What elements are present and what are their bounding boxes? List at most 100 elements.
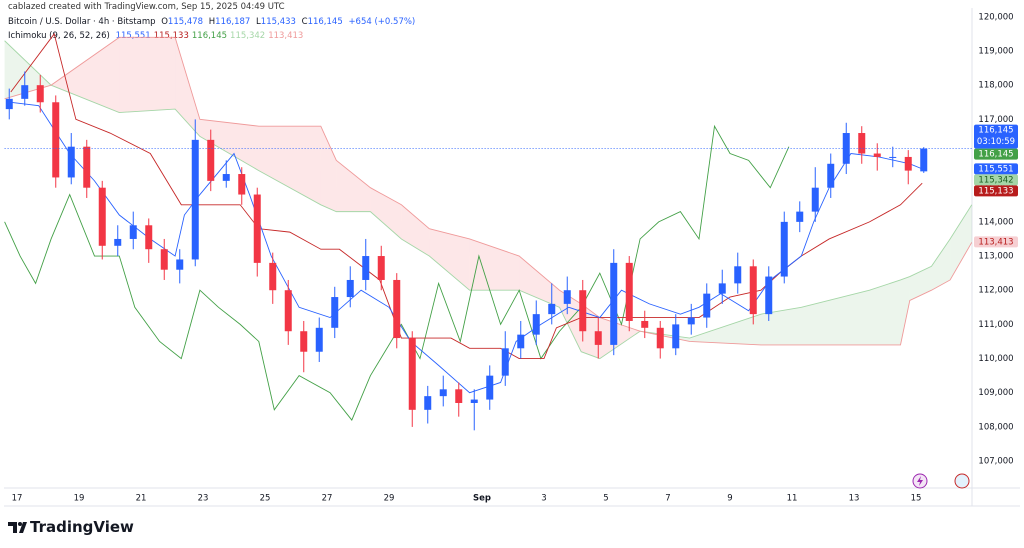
indicator-value: 116,145 <box>191 31 228 41</box>
flag-icon[interactable] <box>954 473 970 489</box>
price-tag-countdown: 03:10:59 <box>977 137 1015 147</box>
y-tick-label: 107,000 <box>978 457 1013 467</box>
cloud-segment <box>801 290 870 345</box>
candle-body <box>191 139 199 260</box>
candle-body <box>827 163 835 188</box>
price-tag-label: 115,342 <box>978 175 1013 185</box>
y-tick-label: 112,000 <box>978 286 1013 296</box>
cloud-segment <box>336 160 371 212</box>
candle-body <box>532 314 540 335</box>
cloud-segment <box>401 204 430 257</box>
brand-name: TradingView <box>30 518 134 536</box>
cloud-segment <box>258 126 321 205</box>
candle-body <box>641 320 649 328</box>
candle-body <box>145 225 153 250</box>
candle-body <box>687 317 695 325</box>
candle-body <box>625 262 633 321</box>
price-tag <box>974 148 1018 160</box>
candle-body <box>269 262 277 291</box>
indicator-value: 115,551 <box>115 31 151 41</box>
indicator-value: 115,342 <box>230 31 266 41</box>
candle-body <box>563 290 571 304</box>
price-tag-label: 116,145 <box>978 150 1013 160</box>
plot-area <box>4 32 972 431</box>
x-tick-label: 5 <box>603 494 608 504</box>
price-tag-label: 113,413 <box>978 237 1013 247</box>
tool-icons <box>912 473 970 489</box>
x-tick-label: 19 <box>74 494 85 504</box>
candle-body <box>331 297 339 328</box>
ohlc-value: 115,433 <box>260 17 296 27</box>
candle-body <box>796 211 804 222</box>
brand-logo <box>8 522 27 533</box>
candle-body <box>21 85 29 99</box>
change-value: +654 (+0.57%) <box>348 17 416 27</box>
ohlc-label: C <box>301 17 308 27</box>
candle-body <box>873 153 881 157</box>
y-tick-label: 114,000 <box>978 217 1013 227</box>
candle-body <box>749 266 757 315</box>
cloud-segment <box>931 238 951 291</box>
logo-shape <box>8 522 17 533</box>
candle-body <box>765 276 773 315</box>
candle-body <box>517 334 525 349</box>
candle-body <box>129 225 137 239</box>
candle-body <box>672 324 680 349</box>
cloud-segment <box>519 256 560 308</box>
cloud-segment <box>429 228 470 291</box>
cloud-segment <box>320 126 337 212</box>
y-tick-label: 118,000 <box>978 81 1013 91</box>
x-tick-label: 11 <box>787 494 798 504</box>
x-tick-label: 23 <box>198 494 209 504</box>
ohlc-label: L <box>256 17 261 27</box>
leading-span-b <box>4 36 972 346</box>
candle-body <box>718 283 726 294</box>
cloud-segment <box>900 276 910 345</box>
indicator-value: 115,133 <box>153 31 189 41</box>
candle-body <box>160 249 168 270</box>
x-tick-label: 15 <box>911 494 922 504</box>
candle-body <box>52 102 60 178</box>
cloud-segment <box>869 279 901 345</box>
candle-body <box>377 256 385 280</box>
candle-body <box>284 290 292 332</box>
cloud-segment <box>909 266 932 301</box>
x-tick-label: 3 <box>541 494 546 504</box>
cloud-segment <box>119 37 176 113</box>
logo-shape <box>19 522 27 533</box>
candle-body <box>253 194 261 263</box>
y-tick-label: 111,000 <box>978 320 1013 330</box>
indicator-value: 113,413 <box>268 31 304 41</box>
cloud-segment <box>950 204 972 280</box>
candle-body <box>501 348 509 376</box>
ohlc-label: H <box>208 17 216 27</box>
candle-body <box>362 256 370 280</box>
x-tick-label: 7 <box>665 494 670 504</box>
x-tick-label: 13 <box>849 494 860 504</box>
x-tick-label: 21 <box>136 494 147 504</box>
ohlc-value: 116,145 <box>307 17 343 27</box>
candle-body <box>904 156 912 171</box>
ohlc-value: 115,478 <box>167 17 204 27</box>
candle-body <box>408 338 416 410</box>
price-tag-label: 115,551 <box>978 164 1013 174</box>
x-tick-label: 29 <box>384 494 395 504</box>
conversion-line <box>10 101 923 394</box>
cloud-segment <box>761 307 802 345</box>
price-tag <box>974 124 1018 149</box>
candle-body <box>486 375 494 400</box>
candle-body <box>424 396 432 410</box>
symbol-name: Bitcoin / U.S. Dollar · 4h · Bitstamp <box>8 17 156 27</box>
logo-dot <box>18 522 22 526</box>
candle-body <box>656 327 664 349</box>
y-tick-label: 117,000 <box>978 115 1013 125</box>
candle-body <box>98 187 106 246</box>
price-tag <box>974 163 1018 175</box>
y-tick-label: 108,000 <box>978 422 1013 432</box>
indicator-name: Ichimoku (9, 26, 52, 26) <box>8 31 110 41</box>
y-tick-label: 110,000 <box>978 354 1013 364</box>
candle-body <box>346 279 354 298</box>
price-tag-label: 116,145 <box>978 126 1013 136</box>
price-tag <box>974 185 1018 197</box>
cloud-segment <box>175 37 200 137</box>
